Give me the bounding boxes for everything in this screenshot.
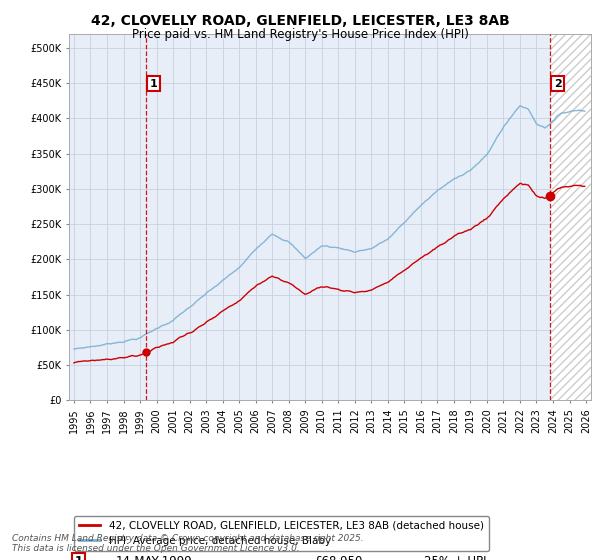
Text: Price paid vs. HM Land Registry's House Price Index (HPI): Price paid vs. HM Land Registry's House … — [131, 28, 469, 41]
Text: 14-MAY-1999: 14-MAY-1999 — [116, 556, 193, 560]
Text: 42, CLOVELLY ROAD, GLENFIELD, LEICESTER, LE3 8AB: 42, CLOVELLY ROAD, GLENFIELD, LEICESTER,… — [91, 14, 509, 28]
Text: 1: 1 — [74, 556, 82, 560]
Bar — [550, 34, 591, 400]
Text: Contains HM Land Registry data © Crown copyright and database right 2025.
This d: Contains HM Land Registry data © Crown c… — [12, 534, 364, 553]
Text: £68,950: £68,950 — [314, 556, 363, 560]
Text: 1: 1 — [149, 78, 157, 88]
Text: 25% ↓ HPI: 25% ↓ HPI — [424, 556, 487, 560]
Text: 2: 2 — [554, 78, 562, 88]
Legend: 42, CLOVELLY ROAD, GLENFIELD, LEICESTER, LE3 8AB (detached house), HPI: Average : 42, CLOVELLY ROAD, GLENFIELD, LEICESTER,… — [74, 516, 489, 551]
